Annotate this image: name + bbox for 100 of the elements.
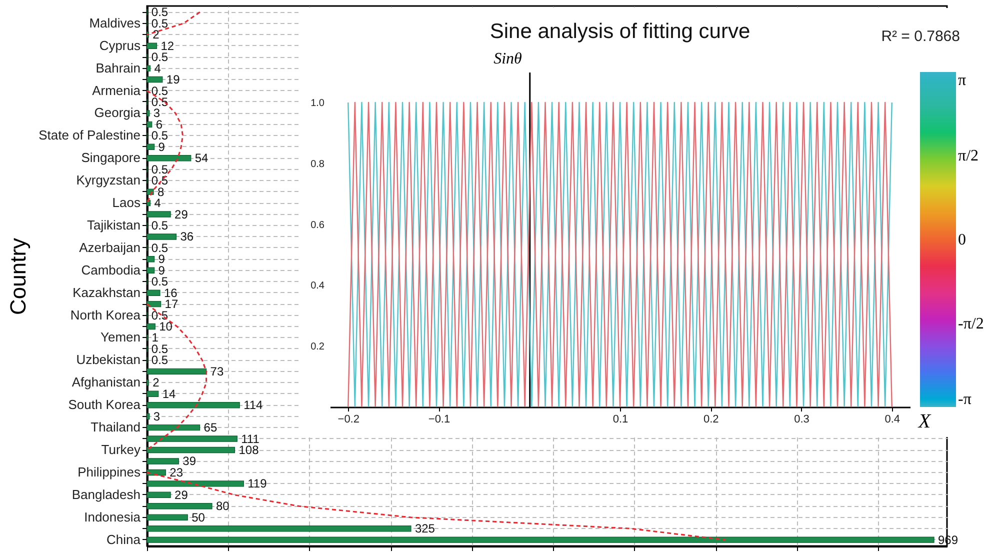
y-tick-label: 0.8 — [310, 158, 325, 170]
y-tick-label: Armenia — [92, 82, 142, 98]
x-tick-label: −0.1 — [428, 414, 450, 426]
y-tick-label: Singapore — [81, 150, 140, 166]
y-tick-label: Tajikistan — [87, 217, 140, 232]
bar — [146, 121, 152, 128]
bar — [146, 458, 179, 464]
data-label: 50 — [192, 510, 206, 524]
x-tick-label: −0.2 — [338, 414, 360, 426]
bar — [146, 290, 160, 296]
data-label: 23 — [170, 465, 184, 480]
bar — [146, 492, 171, 498]
y-tick-label: 0.2 — [310, 342, 325, 353]
bar — [146, 390, 159, 397]
y-tick-label: Kyrgyzstan — [76, 172, 140, 188]
y-tick-label: Bangladesh — [72, 486, 140, 502]
data-label: 2 — [152, 376, 160, 390]
data-label: 12 — [160, 38, 174, 53]
y-tick-label: State of Palestine — [38, 128, 140, 143]
annotation: R² = 0.7868 — [881, 28, 960, 45]
y-tick-label: 1.0 — [310, 98, 325, 109]
y-tick-label: Azerbaijan — [79, 240, 140, 255]
y-tick-label: South Korea — [68, 397, 142, 412]
bar — [146, 480, 244, 487]
y-tick-label: Yemen — [100, 330, 140, 345]
bar — [146, 155, 192, 162]
bar — [146, 110, 150, 116]
data-label: 108 — [238, 443, 260, 458]
bar — [146, 424, 200, 431]
bar — [146, 514, 188, 520]
y-tick-label: Bahrain — [96, 60, 140, 76]
bar — [146, 413, 150, 420]
y-tick-label: Turkey — [101, 442, 141, 458]
bar — [146, 525, 412, 532]
color-bar-label: π/2 — [958, 148, 979, 165]
y-tick-label: Afghanistan — [72, 374, 140, 390]
data-label: 2 — [152, 28, 160, 42]
data-label: 19 — [166, 72, 180, 87]
x-tick-label: 0.3 — [794, 414, 810, 426]
y-tick-label: North Korea — [70, 307, 142, 322]
data-label: 39 — [182, 454, 196, 468]
data-label: 54 — [194, 151, 209, 166]
bar — [146, 144, 155, 150]
y-tick-label: Kazakhstan — [72, 284, 140, 300]
y-tick-label: China — [106, 532, 142, 547]
bar — [146, 503, 212, 510]
data-label: 4 — [154, 196, 162, 210]
y-tick-label: Cyprus — [99, 38, 141, 53]
data-label: 325 — [414, 522, 436, 536]
bar — [146, 436, 238, 442]
data-label: 114 — [244, 398, 264, 412]
data-label: 0.5 — [151, 240, 168, 255]
data-label: 10 — [159, 320, 173, 334]
y-tick-label: Cambodia — [81, 262, 142, 278]
y-axis-title: Country — [6, 238, 31, 316]
y-tick-label: Georgia — [94, 105, 142, 120]
y-tick-label: 0.4 — [310, 280, 325, 292]
data-label: 36 — [180, 230, 194, 244]
bar — [146, 65, 151, 72]
bar — [146, 256, 155, 262]
x-tick-label: 0.1 — [612, 414, 628, 426]
data-label: 29 — [174, 207, 188, 222]
data-label: 80 — [216, 499, 230, 514]
chart-title: Sine analysis of fitting curve — [490, 20, 750, 43]
bar — [146, 536, 934, 543]
color-bar-label: π — [958, 72, 966, 89]
bar — [146, 267, 155, 274]
x-tick-label: 0.4 — [884, 414, 900, 426]
y-tick-label: 0.6 — [310, 220, 325, 231]
bar — [146, 446, 236, 454]
data-label: 969 — [938, 532, 958, 547]
data-label: 0.5 — [151, 353, 168, 368]
y-tick-label: Thailand — [90, 420, 140, 435]
y-tick-label: Philippines — [78, 464, 141, 480]
bar — [146, 76, 163, 83]
y-tick-label: Maldives — [89, 15, 141, 30]
data-label: 0.5 — [151, 162, 168, 176]
data-label: 3 — [153, 409, 160, 424]
y-tick-label: Uzbekistan — [76, 352, 140, 368]
data-label: 14 — [162, 386, 176, 401]
color-bar-label: -π/2 — [958, 315, 984, 332]
color-bar-label: 0 — [958, 232, 966, 248]
data-label: 0.5 — [151, 218, 168, 232]
bar — [146, 234, 177, 240]
bar — [146, 42, 158, 49]
x-tick-label: 0.2 — [703, 414, 719, 426]
y-axis-title: Sinθ — [494, 50, 522, 68]
data-label: 119 — [248, 476, 268, 491]
data-label: 29 — [174, 488, 188, 502]
bar — [146, 323, 156, 330]
bar — [146, 402, 240, 408]
data-label: 111 — [241, 432, 260, 446]
data-label: 65 — [204, 420, 218, 435]
color-bar-label: -π — [958, 391, 972, 408]
bar — [146, 211, 171, 218]
y-tick-label: Laos — [112, 195, 141, 210]
bar — [146, 368, 207, 375]
y-tick-label: Indonesia — [84, 509, 142, 524]
data-label: 73 — [210, 364, 224, 378]
x-axis-title: X — [917, 410, 932, 432]
